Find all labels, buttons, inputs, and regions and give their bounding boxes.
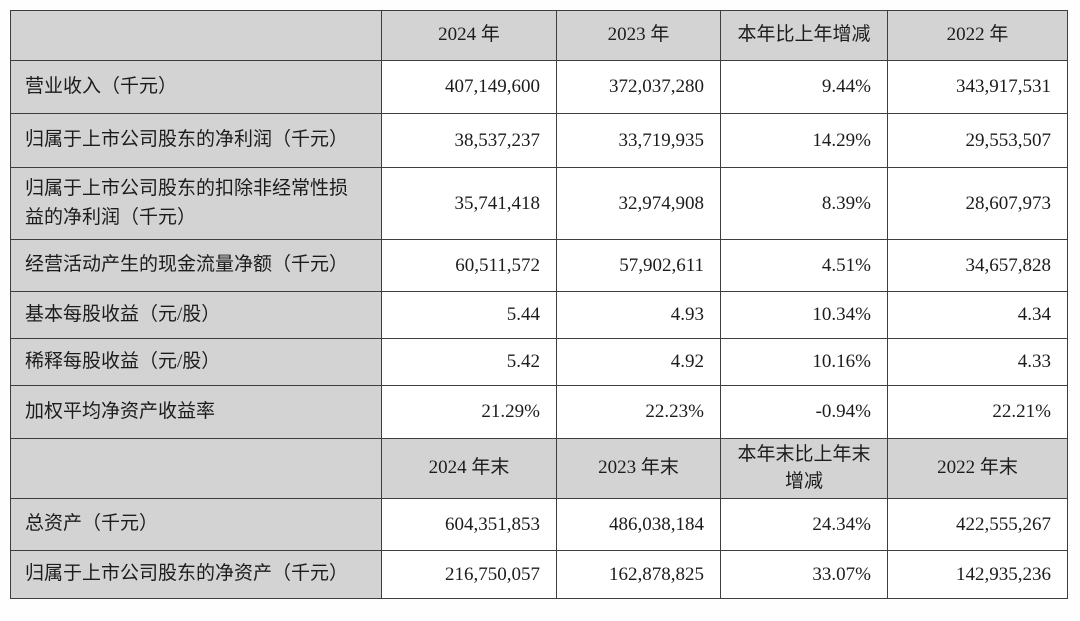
- value-cell-2023: 57,902,611: [556, 239, 721, 292]
- corner-cell: [10, 437, 382, 500]
- header-row-annual: 2024 年 2023 年 本年比上年增减 2022 年: [10, 10, 1068, 61]
- value-cell-change: 14.29%: [720, 113, 888, 168]
- value-cell-change: 9.44%: [720, 60, 888, 114]
- row-label-cell: 归属于上市公司股东的扣除非经常性损益的净利润（千元）: [10, 167, 382, 240]
- value-cell-2023: 22.23%: [556, 385, 721, 439]
- row-label-cell: 归属于上市公司股东的净利润（千元）: [10, 113, 382, 168]
- value-cell-2024: 38,537,237: [381, 113, 557, 168]
- row-label-cell: 营业收入（千元）: [10, 60, 382, 114]
- value-cell-2022: 343,917,531: [887, 60, 1068, 114]
- header-cell-yoy-change: 本年比上年增减: [720, 10, 888, 61]
- value-cell-change: 10.34%: [720, 291, 888, 339]
- table-row-basic-eps: 基本每股收益（元/股） 5.44 4.93 10.34% 4.34: [10, 291, 1068, 339]
- header-cell-2022-end: 2022 年末: [887, 437, 1068, 500]
- value-cell-2023: 4.92: [556, 338, 721, 386]
- value-cell-2024: 60,511,572: [381, 239, 557, 292]
- financial-summary-table: 2024 年 2023 年 本年比上年增减 2022 年 营业收入（千元） 40…: [10, 10, 1068, 600]
- header-cell-2024-end: 2024 年末: [381, 437, 557, 500]
- value-cell-2024: 5.42: [381, 338, 557, 386]
- value-cell-2022: 34,657,828: [887, 239, 1068, 292]
- table-row-diluted-eps: 稀释每股收益（元/股） 5.42 4.92 10.16% 4.33: [10, 338, 1068, 386]
- table-row-operating-cash-flow: 经营活动产生的现金流量净额（千元） 60,511,572 57,902,611 …: [10, 239, 1068, 292]
- value-cell-2022: 29,553,507: [887, 113, 1068, 168]
- table-row-revenue: 营业收入（千元） 407,149,600 372,037,280 9.44% 3…: [10, 60, 1068, 114]
- value-cell-2024: 5.44: [381, 291, 557, 339]
- value-cell-change: -0.94%: [720, 385, 888, 439]
- corner-cell: [10, 10, 382, 61]
- value-cell-2024: 604,351,853: [381, 498, 557, 552]
- value-cell-2023: 486,038,184: [556, 498, 721, 552]
- table-row-total-assets: 总资产（千元） 604,351,853 486,038,184 24.34% 4…: [10, 498, 1068, 552]
- header-cell-2022: 2022 年: [887, 10, 1068, 61]
- row-label-cell: 总资产（千元）: [10, 498, 382, 552]
- header-cell-2023-end: 2023 年末: [556, 437, 721, 500]
- row-label-cell: 基本每股收益（元/股）: [10, 291, 382, 339]
- value-cell-2024: 407,149,600: [381, 60, 557, 114]
- value-cell-2022: 142,935,236: [887, 550, 1068, 600]
- value-cell-change: 33.07%: [720, 550, 888, 600]
- value-cell-2023: 4.93: [556, 291, 721, 339]
- value-cell-2024: 35,741,418: [381, 167, 557, 240]
- value-cell-2022: 4.34: [887, 291, 1068, 339]
- value-cell-change: 8.39%: [720, 167, 888, 240]
- value-cell-2022: 22.21%: [887, 385, 1068, 439]
- value-cell-2022: 422,555,267: [887, 498, 1068, 552]
- header-cell-yoy-end-change: 本年末比上年末增减: [720, 437, 888, 500]
- row-label-cell: 经营活动产生的现金流量净额（千元）: [10, 239, 382, 292]
- value-cell-change: 24.34%: [720, 498, 888, 552]
- header-cell-2023: 2023 年: [556, 10, 721, 61]
- value-cell-change: 10.16%: [720, 338, 888, 386]
- header-row-year-end: 2024 年末 2023 年末 本年末比上年末增减 2022 年末: [10, 437, 1068, 500]
- value-cell-2022: 4.33: [887, 338, 1068, 386]
- value-cell-2024: 21.29%: [381, 385, 557, 439]
- table-row-net-assets: 归属于上市公司股东的净资产（千元） 216,750,057 162,878,82…: [10, 550, 1068, 600]
- value-cell-change: 4.51%: [720, 239, 888, 292]
- table-row-net-profit-excl-nonrecurring: 归属于上市公司股东的扣除非经常性损益的净利润（千元） 35,741,418 32…: [10, 167, 1068, 240]
- table-row-net-profit: 归属于上市公司股东的净利润（千元） 38,537,237 33,719,935 …: [10, 113, 1068, 168]
- value-cell-2024: 216,750,057: [381, 550, 557, 600]
- value-cell-2023: 372,037,280: [556, 60, 721, 114]
- row-label-cell: 归属于上市公司股东的净资产（千元）: [10, 550, 382, 600]
- row-label-cell: 加权平均净资产收益率: [10, 385, 382, 439]
- value-cell-2023: 32,974,908: [556, 167, 721, 240]
- value-cell-2023: 162,878,825: [556, 550, 721, 600]
- header-cell-2024: 2024 年: [381, 10, 557, 61]
- row-label-cell: 稀释每股收益（元/股）: [10, 338, 382, 386]
- value-cell-2022: 28,607,973: [887, 167, 1068, 240]
- value-cell-2023: 33,719,935: [556, 113, 721, 168]
- table-row-weighted-avg-roe: 加权平均净资产收益率 21.29% 22.23% -0.94% 22.21%: [10, 385, 1068, 439]
